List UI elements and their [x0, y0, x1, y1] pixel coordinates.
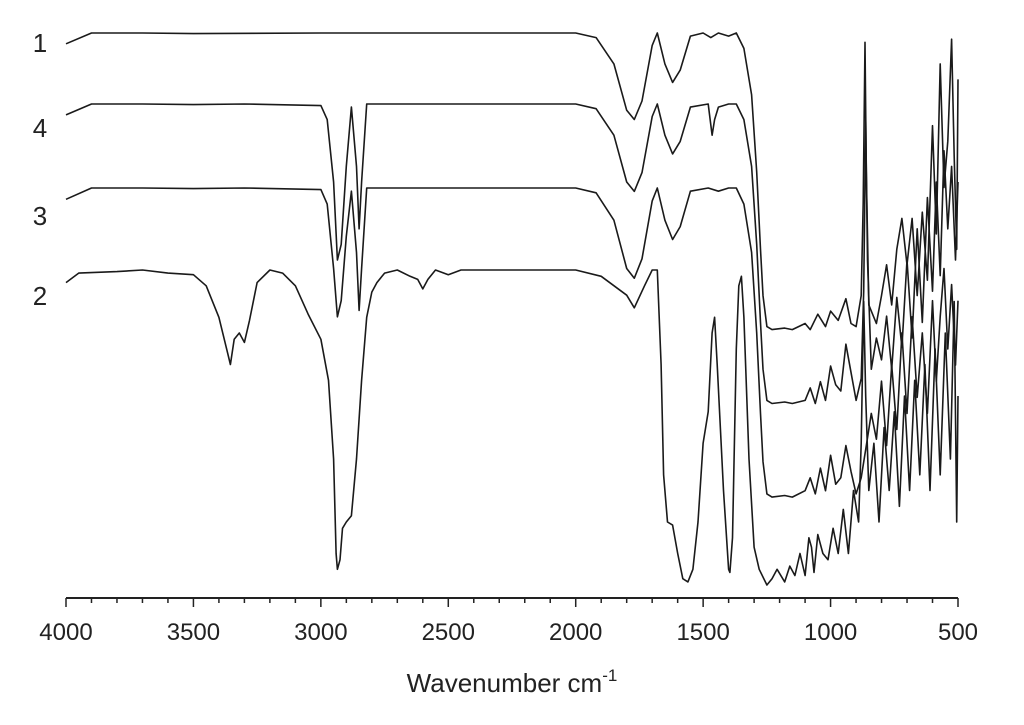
spectrum-line-4: [65, 103, 959, 405]
x-tick-label: 3500: [167, 619, 220, 646]
x-ticks: 4000 3500 3000 2500 2000 1500 1000 500: [39, 598, 978, 646]
series-label-3: 3: [33, 201, 47, 231]
x-axis: 4000 3500 3000 2500 2000 1500 1000 500: [39, 597, 978, 646]
x-axis-title: Wavenumber cm-1: [407, 666, 618, 698]
spectrum-line-3: [65, 187, 959, 498]
x-tick-label: 2000: [549, 619, 602, 646]
spectra-group: [65, 32, 959, 586]
series-label-2: 2: [33, 281, 47, 311]
spectrum-line-2: [65, 269, 959, 586]
x-tick-label: 3000: [294, 619, 347, 646]
series-label-1: 1: [33, 28, 47, 58]
x-tick-label: 1000: [804, 619, 857, 646]
x-tick-label: 2500: [422, 619, 475, 646]
x-tick-label: 500: [938, 619, 978, 646]
spectrum-line-1: [65, 32, 959, 331]
x-tick-label: 1500: [676, 619, 729, 646]
x-tick-label: 4000: [39, 619, 92, 646]
series-labels: 1 4 3 2: [33, 28, 47, 311]
series-label-4: 4: [33, 113, 47, 143]
